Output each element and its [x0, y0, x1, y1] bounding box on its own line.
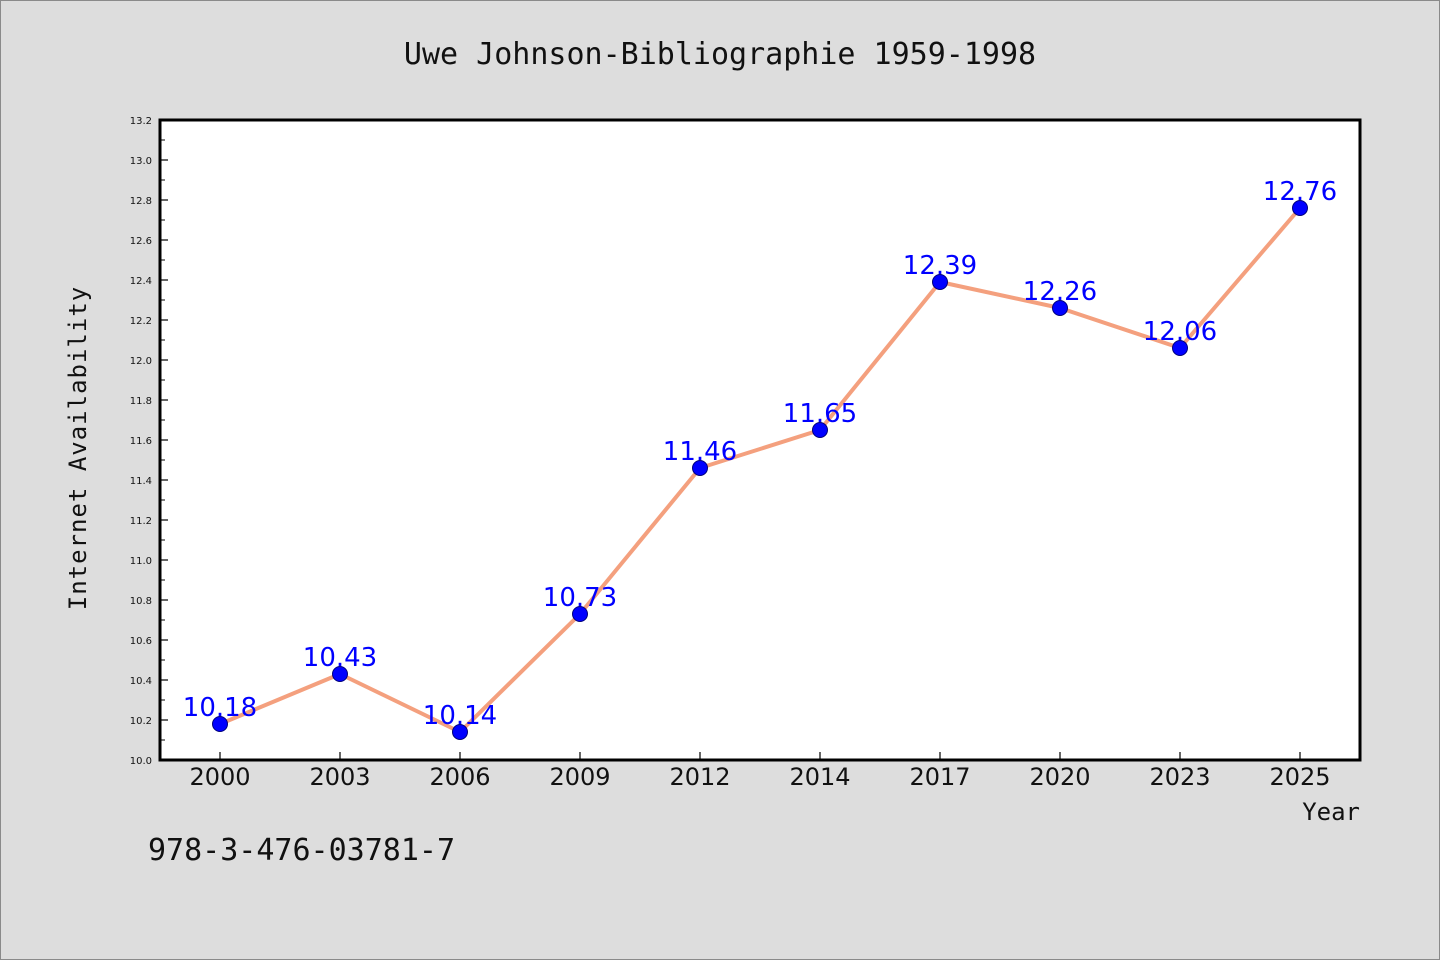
isbn-text: 978-3-476-03781-7: [148, 833, 456, 868]
x-axis-label: Year: [1302, 798, 1360, 826]
y-tick-label: 12.8: [130, 196, 152, 207]
data-label: 10.18: [183, 693, 257, 723]
data-label: 12.76: [1263, 177, 1337, 207]
chart-title: Uwe Johnson-Bibliographie 1959-1998: [404, 37, 1036, 72]
data-point: [932, 274, 948, 290]
x-axis: 2000 2003 2006 2009 2012 2014 2017 2020 2023 2025: [189, 752, 1331, 791]
y-axis-label: Internet Availability: [64, 286, 92, 610]
y-tick-label: 10.8: [130, 596, 152, 607]
x-tick-label: 2003: [309, 763, 370, 791]
y-tick-label: 11.4: [130, 476, 152, 487]
y-tick-label: 13.2: [130, 116, 152, 127]
y-tick-label: 11.0: [130, 556, 152, 567]
data-label: 12.39: [903, 251, 977, 281]
data-point: [1052, 300, 1068, 316]
data-point: [452, 724, 468, 740]
data-point: [212, 716, 228, 732]
y-tick-label: 10.4: [130, 676, 152, 687]
data-point: [332, 666, 348, 682]
x-tick-label: 2012: [669, 763, 730, 791]
y-tick-label: 11.2: [130, 516, 152, 527]
data-point: [812, 422, 828, 438]
y-tick-label: 12.2: [130, 316, 152, 327]
data-label: 11.46: [663, 437, 737, 467]
y-tick-label: 10.6: [130, 636, 152, 647]
y-tick-label: 12.0: [130, 356, 152, 367]
data-label: 10.14: [423, 701, 497, 731]
x-tick-label: 2006: [429, 763, 490, 791]
x-tick-label: 2000: [189, 763, 250, 791]
data-point: [1172, 340, 1188, 356]
data-label: 12.06: [1143, 317, 1217, 347]
x-tick-label: 2020: [1029, 763, 1090, 791]
x-tick-label: 2017: [909, 763, 970, 791]
y-axis: 10.0 10.2 10.4 10.6 10.8 11.0 11.2 11.4 11.6 11.8…: [130, 116, 168, 767]
x-tick-label: 2009: [549, 763, 610, 791]
y-tick-label: 12.6: [130, 236, 152, 247]
series-line: [218, 206, 1302, 734]
x-tick-label: 2023: [1149, 763, 1210, 791]
x-tick-label: 2025: [1269, 763, 1330, 791]
y-tick-label: 13.0: [130, 156, 152, 167]
y-tick-label: 10.2: [130, 716, 152, 727]
plot-area: [158, 118, 1362, 762]
y-tick-label: 12.4: [130, 276, 152, 287]
data-label: 12.26: [1023, 277, 1097, 307]
series-group: 10.18 10.43 10.14 10.73 11.46 11.65 12.39 12.26…: [183, 177, 1337, 740]
data-point: [1292, 200, 1308, 216]
data-label: 11.65: [783, 399, 857, 429]
y-tick-label: 11.6: [130, 436, 152, 447]
y-tick-label: 11.8: [130, 396, 152, 407]
x-tick-label: 2014: [789, 763, 850, 791]
data-label: 10.43: [303, 643, 377, 673]
y-tick-label: 10.0: [130, 756, 152, 767]
data-label: 10.73: [543, 583, 617, 613]
data-point: [572, 606, 588, 622]
data-point: [692, 460, 708, 476]
